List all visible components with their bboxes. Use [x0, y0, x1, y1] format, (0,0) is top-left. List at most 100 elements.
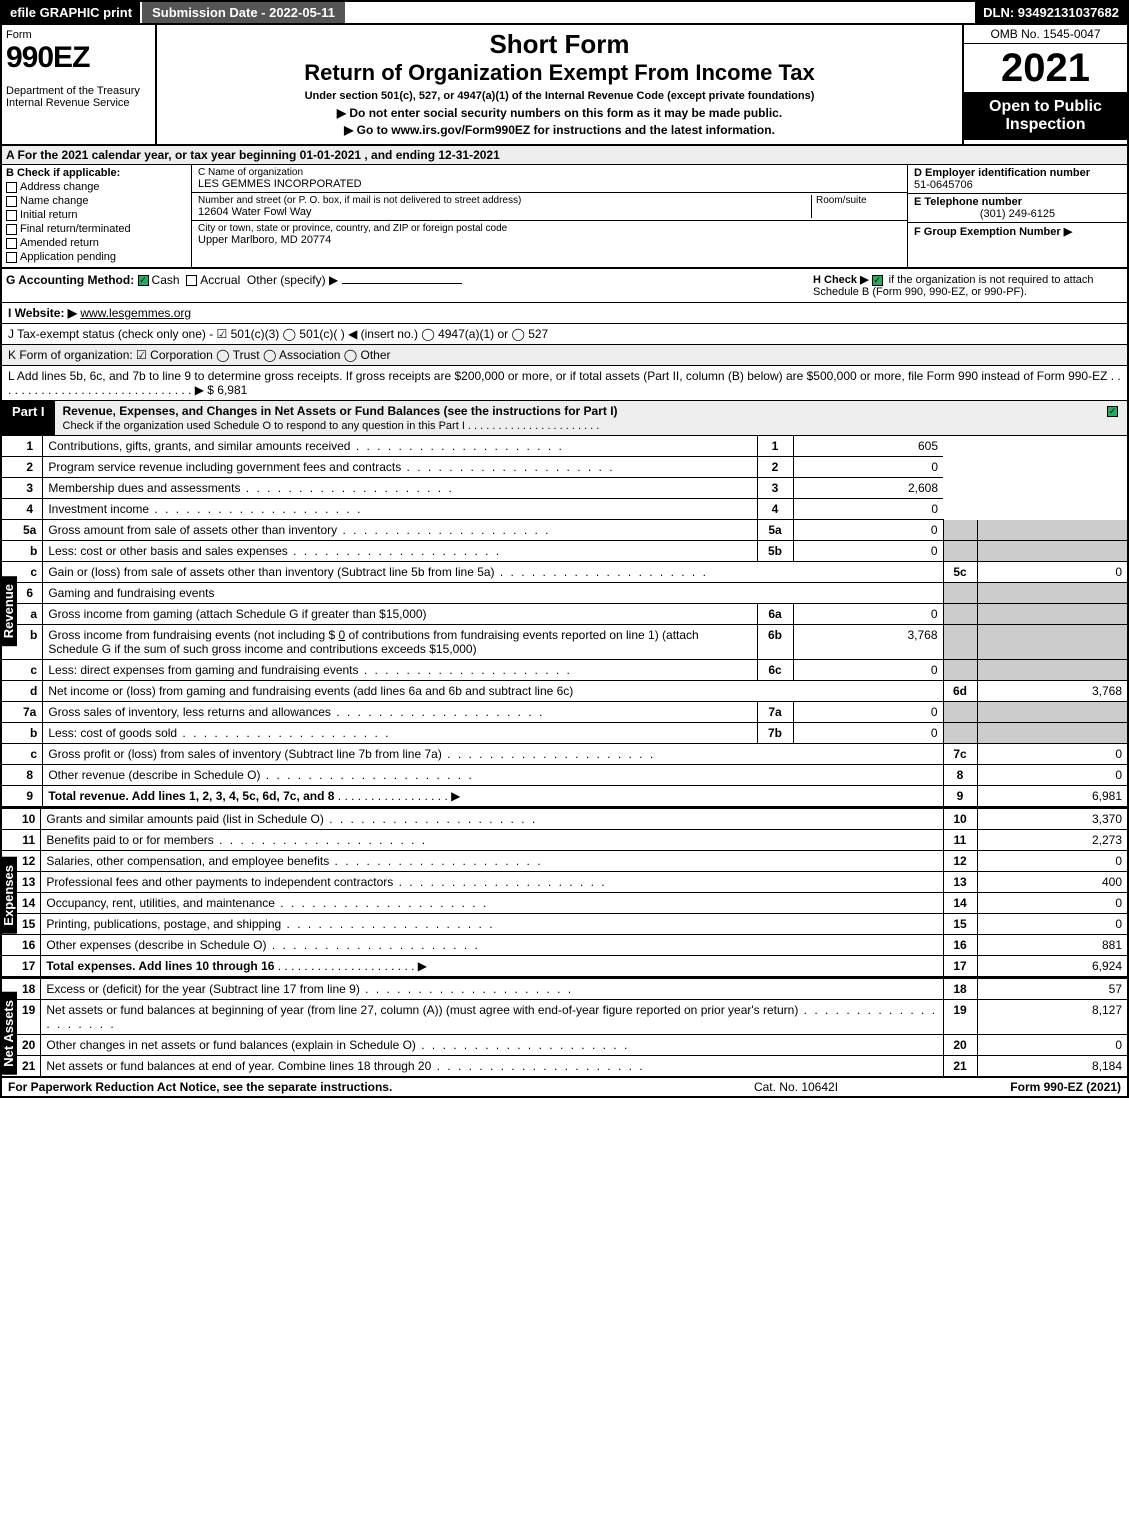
- ein-value: 51-0645706: [914, 179, 1121, 191]
- footer-center: Cat. No. 10642I: [671, 1080, 921, 1094]
- line-val: 0: [793, 457, 943, 478]
- row-k-form-org: K Form of organization: ☑ Corporation ◯ …: [0, 345, 1129, 366]
- sub-val: 0: [793, 541, 943, 562]
- line-no: 3: [2, 478, 43, 499]
- line-desc: Gross amount from sale of assets other t…: [48, 523, 550, 537]
- checkbox-amended-return[interactable]: [6, 238, 17, 249]
- line-desc: Gross sales of inventory, less returns a…: [43, 702, 757, 723]
- line-val: 3,768: [977, 681, 1127, 702]
- line-desc: Gaming and fundraising events: [43, 583, 943, 604]
- sub-val: 0: [793, 702, 943, 723]
- checkbox-h[interactable]: ✓: [872, 275, 883, 286]
- info-block: B Check if applicable: Address change Na…: [0, 165, 1129, 269]
- sub-val: 0: [793, 723, 943, 744]
- line-num: 21: [943, 1056, 977, 1077]
- line-no: b: [2, 723, 43, 744]
- checkbox-accrual[interactable]: [186, 275, 197, 286]
- instruction-link[interactable]: ▶ Go to www.irs.gov/Form990EZ for instru…: [163, 123, 956, 137]
- expenses-section: Expenses 10Grants and similar amounts pa…: [0, 807, 1129, 977]
- line-val: 400: [977, 872, 1127, 893]
- accrual-label: Accrual: [200, 273, 240, 287]
- checkbox-cash[interactable]: ✓: [138, 275, 149, 286]
- website-value[interactable]: www.lesgemmes.org: [80, 306, 191, 320]
- line-desc: Printing, publications, postage, and shi…: [41, 914, 943, 935]
- line-val: 6,924: [977, 956, 1127, 977]
- form-header: Form 990EZ Department of the Treasury In…: [0, 25, 1129, 146]
- line-num: 13: [943, 872, 977, 893]
- line-val: 881: [977, 935, 1127, 956]
- line-num: 17: [943, 956, 977, 977]
- checkbox-final-return[interactable]: [6, 224, 17, 235]
- line-no: 2: [2, 457, 43, 478]
- room-suite-label: Room/suite: [811, 195, 901, 218]
- part-1-title: Revenue, Expenses, and Changes in Net As…: [63, 404, 618, 418]
- line-val: 6,981: [977, 786, 1127, 807]
- ein-label: D Employer identification number: [914, 167, 1121, 179]
- department-label: Department of the Treasury Internal Reve…: [6, 85, 151, 109]
- row-i-website: I Website: ▶ www.lesgemmes.org: [0, 303, 1129, 324]
- street-address: 12604 Water Fowl Way: [198, 206, 811, 218]
- line-desc: Other revenue (describe in Schedule O): [43, 765, 943, 786]
- line-val: 0: [793, 499, 943, 520]
- header-center: Short Form Return of Organization Exempt…: [157, 25, 962, 144]
- line-val: 0: [977, 914, 1127, 935]
- line-val: 8,184: [977, 1056, 1127, 1077]
- line-num: 8: [943, 765, 977, 786]
- line-no: 17: [2, 956, 41, 977]
- chk-label: Final return/terminated: [20, 223, 131, 235]
- title-short-form: Short Form: [163, 29, 956, 60]
- line-num: 2: [757, 457, 793, 478]
- line-num: 16: [943, 935, 977, 956]
- line-desc: Gross income from fundraising events (no…: [43, 625, 757, 660]
- org-name: LES GEMMES INCORPORATED: [198, 178, 901, 190]
- line-no: b: [2, 541, 43, 562]
- line-val: 2,273: [977, 830, 1127, 851]
- line-val: 57: [977, 978, 1127, 1000]
- part-1-header: Part I Revenue, Expenses, and Changes in…: [0, 401, 1129, 436]
- section-b-label: B Check if applicable:: [6, 167, 187, 179]
- line-desc: Benefits paid to or for members: [41, 830, 943, 851]
- line-num: 7c: [943, 744, 977, 765]
- tax-year: 2021: [964, 44, 1127, 92]
- line-no: 10: [2, 808, 41, 830]
- line-val: 3,370: [977, 808, 1127, 830]
- line-num: 20: [943, 1035, 977, 1056]
- checkbox-schedule-o[interactable]: ✓: [1107, 406, 1118, 417]
- line-desc: Net income or (loss) from gaming and fun…: [43, 681, 943, 702]
- footer-left: For Paperwork Reduction Act Notice, see …: [8, 1080, 671, 1094]
- line-desc: Net assets or fund balances at beginning…: [41, 1000, 943, 1035]
- line-desc: Net assets or fund balances at end of ye…: [41, 1056, 943, 1077]
- line-num: 15: [943, 914, 977, 935]
- line-num: 9: [943, 786, 977, 807]
- line-val: 0: [977, 562, 1127, 583]
- top-bar: efile GRAPHIC print Submission Date - 20…: [0, 0, 1129, 25]
- omb-number: OMB No. 1545-0047: [964, 25, 1127, 44]
- part-1-subtitle: Check if the organization used Schedule …: [63, 420, 600, 432]
- checkbox-address-change[interactable]: [6, 182, 17, 193]
- form-number: 990EZ: [6, 41, 151, 75]
- line-desc: Professional fees and other payments to …: [41, 872, 943, 893]
- checkbox-name-change[interactable]: [6, 196, 17, 207]
- submission-date: Submission Date - 2022-05-11: [140, 2, 345, 23]
- checkbox-initial-return[interactable]: [6, 210, 17, 221]
- efile-label[interactable]: efile GRAPHIC print: [2, 2, 140, 23]
- line-desc: Occupancy, rent, utilities, and maintena…: [41, 893, 943, 914]
- section-b-checkboxes: B Check if applicable: Address change Na…: [2, 165, 192, 267]
- sub-no: 7b: [757, 723, 793, 744]
- checkbox-application-pending[interactable]: [6, 252, 17, 263]
- line-desc: Total revenue. Add lines 1, 2, 3, 4, 5c,…: [43, 786, 943, 807]
- line-num: 18: [943, 978, 977, 1000]
- city-label: City or town, state or province, country…: [198, 223, 901, 234]
- sub-no: 5b: [757, 541, 793, 562]
- line-val: 0: [977, 765, 1127, 786]
- line-desc: Contributions, gifts, grants, and simila…: [43, 436, 757, 457]
- sub-no: 7a: [757, 702, 793, 723]
- row-g-h: G Accounting Method: ✓Cash Accrual Other…: [0, 269, 1129, 303]
- sub-no: 5a: [757, 520, 793, 541]
- header-right: OMB No. 1545-0047 2021 Open to Public In…: [962, 25, 1127, 144]
- accounting-method-label: G Accounting Method:: [6, 273, 134, 287]
- title-main: Return of Organization Exempt From Incom…: [163, 60, 956, 86]
- net-assets-section: Net Assets 18Excess or (deficit) for the…: [0, 977, 1129, 1077]
- line-num: 11: [943, 830, 977, 851]
- subtitle: Under section 501(c), 527, or 4947(a)(1)…: [163, 90, 956, 102]
